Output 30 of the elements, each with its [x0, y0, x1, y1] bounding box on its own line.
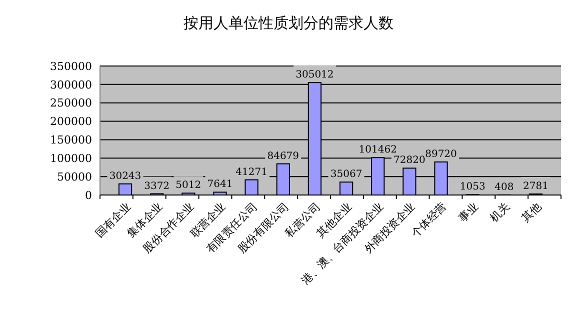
y-tick-label: 300000: [50, 78, 92, 92]
data-label: 84679: [267, 150, 300, 162]
y-tick-label: 200000: [50, 115, 92, 128]
data-label: 72820: [394, 155, 426, 166]
data-label: 408: [494, 182, 514, 193]
y-tick-label: 0: [85, 188, 92, 202]
data-label: 30243: [109, 170, 142, 182]
data-label: 7641: [207, 179, 233, 190]
y-tick-label: 50000: [57, 170, 92, 184]
data-label: 101462: [358, 144, 397, 156]
data-label: 5012: [176, 180, 202, 192]
data-label: 41271: [236, 166, 268, 178]
bar: [339, 182, 354, 196]
y-tick-label: 350000: [50, 60, 92, 73]
x-tick-label: 机关: [488, 200, 512, 225]
data-label: 3372: [144, 180, 170, 192]
y-tick-label: 250000: [50, 96, 92, 110]
bar: [118, 183, 132, 196]
bar: [213, 192, 227, 196]
data-label: 1053: [460, 182, 486, 193]
data-label: 35067: [330, 169, 362, 180]
y-tick-label: 100000: [50, 152, 92, 165]
x-tick-label: 其他: [519, 200, 544, 225]
data-label: 89720: [425, 148, 457, 160]
data-label: 305012: [296, 70, 334, 81]
data-label: 2781: [523, 180, 548, 192]
chart-title: 按用人单位性质划分的需求人数: [184, 14, 394, 32]
y-tick-label: 150000: [50, 134, 92, 147]
bar: [244, 179, 258, 196]
x-tick-label: 事业: [456, 200, 481, 225]
